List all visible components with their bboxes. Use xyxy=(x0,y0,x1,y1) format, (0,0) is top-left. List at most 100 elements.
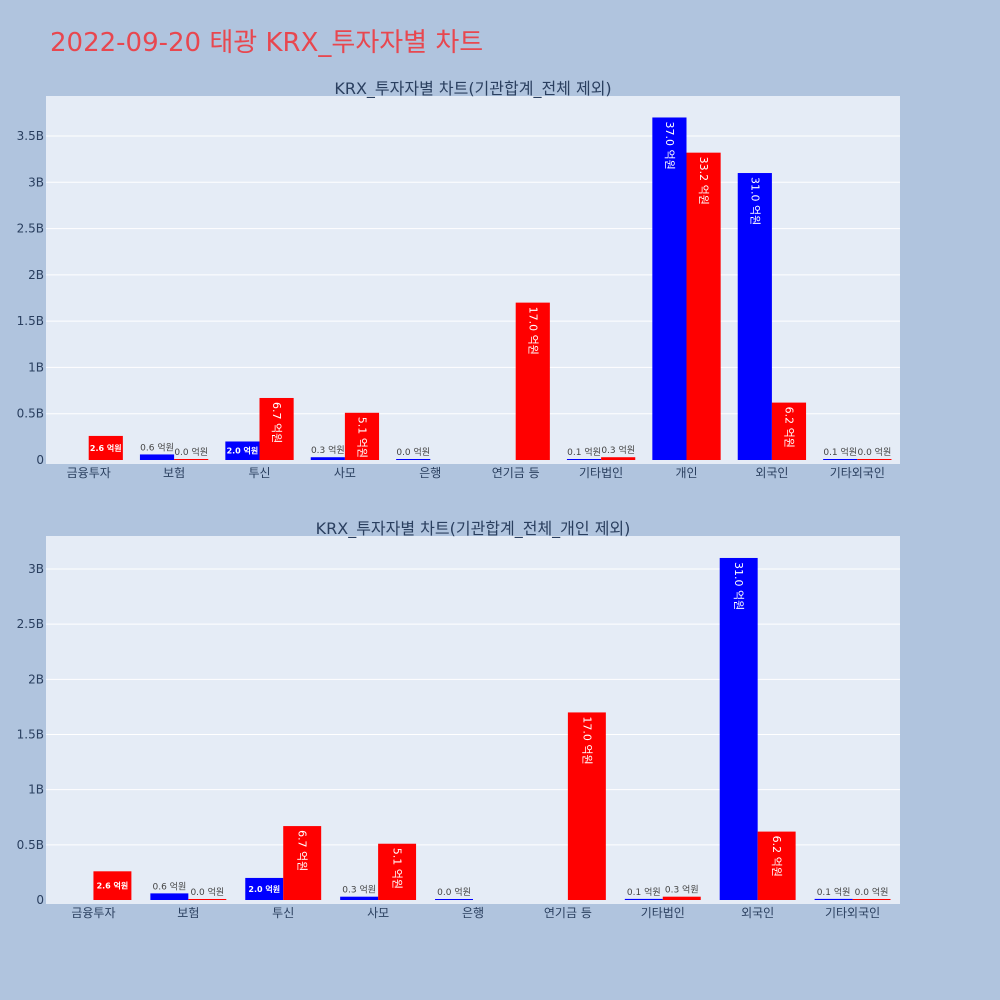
y-tick-label: 0 xyxy=(36,453,44,467)
x-tick-label: 기타법인 xyxy=(641,906,685,920)
y-tick-label: 3.5B xyxy=(17,129,44,143)
data-label: 33.2 억원 xyxy=(697,157,710,205)
y-tick-label: 2B xyxy=(28,268,44,282)
bar xyxy=(719,557,758,900)
y-tick-label: 1.5B xyxy=(17,314,44,328)
bar xyxy=(567,712,606,900)
y-tick-label: 1.5B xyxy=(17,728,44,742)
bar xyxy=(823,459,858,460)
chart-1: KRX_투자자별 차트(기관합계_전체 제외) 0 0.5B 1B 1.5B 2B 2.5B… xyxy=(17,79,900,480)
x-tick-label: 기타외국인 xyxy=(830,466,885,480)
data-label: 37.0 억원 xyxy=(663,121,676,169)
chart-title: KRX_투자자별 차트(기관합계_전체_개인 제외) xyxy=(316,519,631,539)
data-label: 0.3 억원 xyxy=(665,884,699,896)
data-label: 6.7 억원 xyxy=(296,830,309,871)
data-label: 0.3 억원 xyxy=(342,884,376,896)
bar xyxy=(150,893,189,900)
bar xyxy=(378,843,417,900)
y-tick-label: 3B xyxy=(28,562,44,576)
x-tick-label: 외국인 xyxy=(741,906,774,920)
data-label: 17.0 억원 xyxy=(580,716,593,764)
bar xyxy=(757,831,796,900)
bar xyxy=(245,877,284,900)
x-tick-label: 은행 xyxy=(462,905,484,920)
bar xyxy=(652,117,687,460)
x-tick-label: 보험 xyxy=(177,906,199,920)
bar xyxy=(139,454,175,460)
x-tick-label: 기타법인 xyxy=(579,466,623,480)
data-label: 6.7 억원 xyxy=(270,402,283,443)
page-title: 2022-09-20 태광 KRX_투자자별 차트 xyxy=(50,28,484,58)
y-tick-label: 1B xyxy=(28,783,44,797)
x-tick-label: 사모 xyxy=(334,466,356,480)
bar xyxy=(283,826,322,900)
x-tick-label: 외국인 xyxy=(755,466,788,480)
data-label: 0.3 억원 xyxy=(601,444,635,456)
y-tick-label: 0 xyxy=(36,893,44,907)
data-label: 5.1 억원 xyxy=(391,848,404,889)
y-tick-label: 3B xyxy=(28,175,44,189)
data-label: 31.0 억원 xyxy=(748,177,761,225)
data-label: 0.1 억원 xyxy=(817,886,851,898)
bar xyxy=(814,898,853,900)
bar xyxy=(88,435,123,460)
x-tick-label: 은행 xyxy=(419,465,441,480)
bar xyxy=(515,302,550,460)
data-label: 0.0 억원 xyxy=(858,446,892,458)
data-label: 0.0 억원 xyxy=(855,886,889,898)
data-label: 31.0 억원 xyxy=(732,562,745,610)
bar xyxy=(310,457,345,460)
x-tick-label: 개인 xyxy=(675,466,697,480)
bar xyxy=(771,402,807,460)
data-label: 17.0 억원 xyxy=(526,307,539,355)
chart-2: KRX_투자자별 차트(기관합계_전체_개인 제외) 0 0.5B 1B 1.5B 2B 2… xyxy=(17,519,900,920)
x-tick-label: 연기금 등 xyxy=(492,466,540,480)
data-label: 0.1 억원 xyxy=(823,446,857,458)
data-label: 0.6 억원 xyxy=(152,880,186,892)
bar xyxy=(344,412,380,460)
bar xyxy=(662,896,701,900)
bar xyxy=(566,459,602,460)
x-tick-label: 연기금 등 xyxy=(544,906,592,920)
data-label: 6.2 억원 xyxy=(782,407,795,448)
y-tick-label: 0.5B xyxy=(17,838,44,852)
bar xyxy=(857,459,892,460)
data-label: 0.1 억원 xyxy=(567,446,601,458)
data-label: 0.0 억원 xyxy=(190,886,224,898)
data-label: 0.3 억원 xyxy=(311,444,345,456)
bar xyxy=(737,173,772,460)
data-label: 0.0 억원 xyxy=(396,446,430,458)
data-label: 0.0 억원 xyxy=(437,886,471,898)
data-label: 0.0 억원 xyxy=(174,446,208,458)
bar xyxy=(225,441,260,460)
chart-1-content: KRX_투자자별 차트(기관합계_전체 제외) 0 0.5B 1B 1.5B 2B 2.5B… xyxy=(17,79,900,480)
x-tick-label: 사모 xyxy=(367,906,389,920)
bar xyxy=(188,899,227,900)
data-label: 2.0 억원 xyxy=(227,446,259,456)
y-tick-label: 0.5B xyxy=(17,407,44,421)
data-label: 2.6 억원 xyxy=(97,881,129,891)
y-tick-label: 1B xyxy=(28,360,44,374)
bar xyxy=(396,459,431,460)
x-tick-label: 기타외국인 xyxy=(825,906,880,920)
bar xyxy=(435,899,473,900)
x-tick-label: 금융투자 xyxy=(67,466,111,480)
data-label: 2.0 억원 xyxy=(248,884,280,894)
x-tick-label: 금융투자 xyxy=(71,906,115,920)
data-label: 5.1 억원 xyxy=(355,417,368,458)
bar xyxy=(93,871,132,900)
chart-2-content: KRX_투자자별 차트(기관합계_전체_개인 제외) 0 0.5B 1B 1.5B 2B 2… xyxy=(17,519,900,920)
bar xyxy=(686,152,721,461)
data-label: 2.6 억원 xyxy=(90,443,122,453)
bar xyxy=(259,397,294,460)
data-label: 0.6 억원 xyxy=(140,441,174,453)
data-label: 0.1 억원 xyxy=(627,886,661,898)
x-tick-label: 보험 xyxy=(163,466,185,480)
y-tick-label: 2.5B xyxy=(17,617,44,631)
data-label: 6.2 억원 xyxy=(770,836,783,877)
x-tick-label: 투신 xyxy=(272,906,294,920)
bar xyxy=(340,896,379,900)
y-tick-label: 2B xyxy=(28,672,44,686)
y-tick-label: 2.5B xyxy=(17,222,44,236)
bar xyxy=(174,459,209,460)
